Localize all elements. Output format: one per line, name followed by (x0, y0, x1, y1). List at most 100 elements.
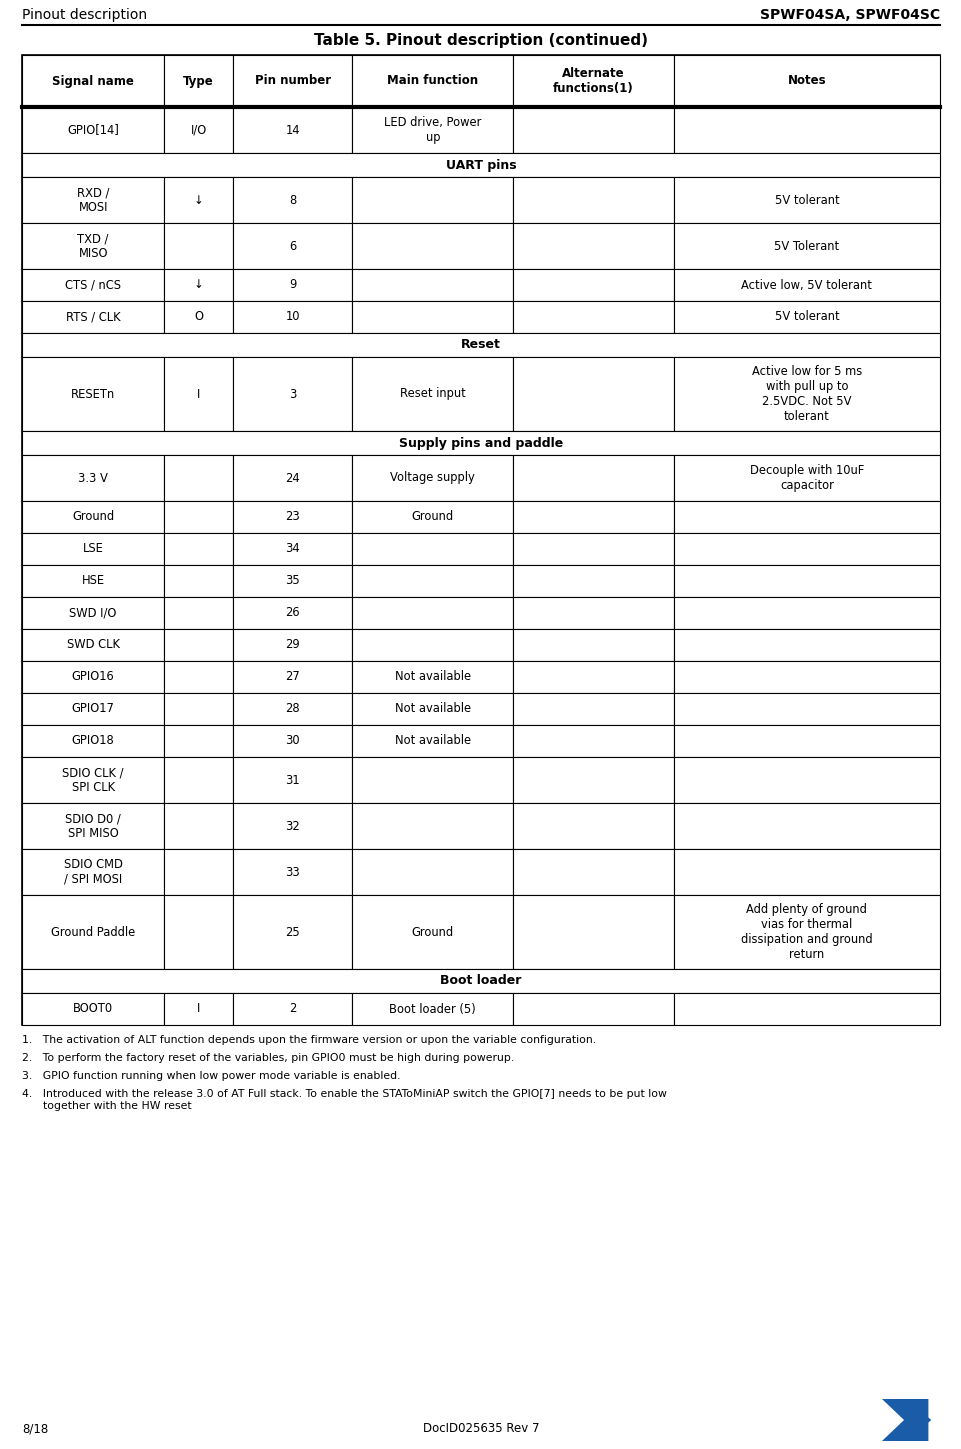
Bar (352, 629, 512, 661)
Bar (512, 270, 673, 301)
Text: 29: 29 (285, 639, 300, 652)
Text: UART pins: UART pins (445, 158, 516, 171)
Bar (352, 501, 512, 533)
Bar (233, 356, 352, 430)
Text: RXD /
MOSI: RXD / MOSI (77, 185, 110, 214)
Text: Reset: Reset (460, 339, 501, 352)
Text: LSE: LSE (83, 542, 104, 555)
Text: GPIO16: GPIO16 (72, 671, 114, 684)
Bar (233, 177, 352, 223)
Text: Active low, 5V tolerant: Active low, 5V tolerant (741, 278, 872, 291)
Text: Supply pins and paddle: Supply pins and paddle (399, 436, 562, 449)
Bar (22, 895, 164, 969)
Bar (673, 455, 939, 501)
Bar (164, 501, 233, 533)
Bar (233, 301, 352, 333)
Text: 31: 31 (285, 774, 300, 787)
Bar (22, 501, 164, 533)
Bar (164, 533, 233, 565)
Bar (22, 270, 164, 301)
Text: 5V tolerant: 5V tolerant (774, 194, 838, 207)
Text: Boot loader (5): Boot loader (5) (389, 1003, 476, 1016)
Bar (673, 661, 939, 693)
Text: O: O (194, 310, 203, 323)
Text: Pin number: Pin number (255, 74, 331, 87)
Bar (22, 177, 164, 223)
Bar (164, 756, 233, 803)
Text: 3: 3 (289, 387, 296, 400)
Text: 3.   GPIO function running when low power mode variable is enabled.: 3. GPIO function running when low power … (22, 1071, 400, 1081)
Bar (22, 969, 939, 993)
Bar (512, 455, 673, 501)
Bar (673, 501, 939, 533)
Bar (22, 55, 939, 1024)
Bar (164, 693, 233, 724)
Bar (22, 333, 939, 356)
Text: CTS / nCS: CTS / nCS (65, 278, 121, 291)
Text: 24: 24 (285, 471, 300, 484)
Bar (164, 803, 233, 849)
Polygon shape (881, 1398, 930, 1440)
Bar (352, 107, 512, 154)
Bar (512, 177, 673, 223)
Bar (352, 55, 512, 107)
Bar (673, 597, 939, 629)
Bar (352, 597, 512, 629)
Bar (352, 301, 512, 333)
Bar (512, 629, 673, 661)
Bar (673, 177, 939, 223)
Text: 2.   To perform the factory reset of the variables, pin GPIO0 must be high durin: 2. To perform the factory reset of the v… (22, 1053, 514, 1064)
Text: 14: 14 (285, 123, 300, 136)
Bar (164, 661, 233, 693)
Text: 4.   Introduced with the release 3.0 of AT Full stack. To enable the STAToMiniAP: 4. Introduced with the release 3.0 of AT… (22, 1090, 666, 1110)
Text: RESETn: RESETn (71, 387, 115, 400)
Text: ↓: ↓ (194, 194, 204, 207)
Polygon shape (903, 1398, 927, 1440)
Text: Ground: Ground (411, 510, 454, 523)
Bar (22, 533, 164, 565)
Text: Not available: Not available (394, 703, 470, 716)
Bar (22, 154, 939, 177)
Bar (673, 803, 939, 849)
Bar (512, 223, 673, 270)
Text: Main function: Main function (387, 74, 478, 87)
Bar (673, 756, 939, 803)
Bar (164, 270, 233, 301)
Bar (233, 803, 352, 849)
Text: HSE: HSE (82, 574, 105, 587)
Bar (512, 849, 673, 895)
Bar (673, 629, 939, 661)
Text: 30: 30 (285, 735, 300, 748)
Text: Type: Type (184, 74, 214, 87)
Text: 8: 8 (289, 194, 296, 207)
Bar (233, 597, 352, 629)
Text: Ground: Ground (72, 510, 114, 523)
Bar (233, 993, 352, 1024)
Bar (22, 993, 164, 1024)
Bar (22, 455, 164, 501)
Bar (164, 223, 233, 270)
Text: 28: 28 (285, 703, 300, 716)
Bar (673, 993, 939, 1024)
Bar (673, 270, 939, 301)
Bar (164, 724, 233, 756)
Text: I: I (197, 1003, 200, 1016)
Text: BOOT0: BOOT0 (73, 1003, 113, 1016)
Bar (512, 597, 673, 629)
Bar (512, 565, 673, 597)
Bar (164, 597, 233, 629)
Text: SWD I/O: SWD I/O (69, 607, 116, 620)
Text: I: I (197, 387, 200, 400)
Text: 32: 32 (285, 820, 300, 833)
Text: 34: 34 (285, 542, 300, 555)
Bar (673, 356, 939, 430)
Bar (22, 430, 939, 455)
Text: 5V Tolerant: 5V Tolerant (774, 239, 839, 252)
Bar (164, 565, 233, 597)
Text: SDIO CLK /
SPI CLK: SDIO CLK / SPI CLK (62, 767, 124, 794)
Bar (164, 455, 233, 501)
Bar (22, 356, 164, 430)
Bar (352, 455, 512, 501)
Bar (22, 107, 164, 154)
Bar (164, 177, 233, 223)
